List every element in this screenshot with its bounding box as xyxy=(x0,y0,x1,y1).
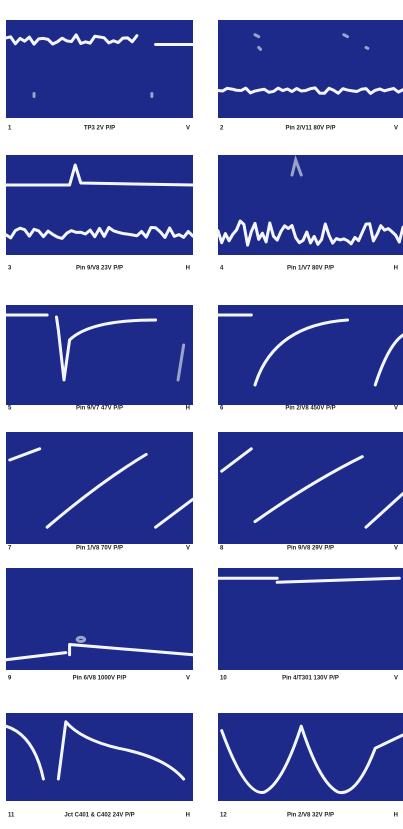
trace xyxy=(6,645,193,660)
waveform xyxy=(218,35,403,94)
waveform xyxy=(218,578,399,582)
scope-panel: 7 Pin 1/V8 70V P/P V xyxy=(6,432,193,552)
panel-mode: V xyxy=(394,546,398,552)
panel-mode: V xyxy=(186,546,190,552)
panel-number: 3 xyxy=(8,266,12,272)
panel-mode: H xyxy=(186,406,190,412)
panel-label: Pin 1/V8 70V P/P xyxy=(76,546,123,552)
panel-number: 8 xyxy=(220,546,224,552)
panel-label: Pin 9/V8 29V P/P xyxy=(287,546,334,552)
panel-label: Pin 2/V8 32V P/P xyxy=(287,813,334,819)
panel-number: 4 xyxy=(220,266,224,272)
scope-screen xyxy=(218,305,403,405)
scope-screen xyxy=(218,20,403,118)
trace xyxy=(218,221,403,245)
panel-mode: V xyxy=(394,406,398,412)
trace xyxy=(6,722,184,779)
scope-screen xyxy=(6,568,193,670)
trace xyxy=(178,345,184,380)
scope-screen xyxy=(6,20,193,118)
panel-number: 1 xyxy=(8,126,12,132)
scope-panel: 12 Pin 2/V8 32V P/P H xyxy=(218,713,403,819)
waveform xyxy=(6,722,184,779)
panel-mode: H xyxy=(394,266,398,272)
panel-number: 12 xyxy=(220,813,227,819)
waveform xyxy=(6,637,193,659)
panel-number: 9 xyxy=(8,676,12,682)
waveform xyxy=(222,726,403,792)
waveform xyxy=(6,165,193,238)
waveform xyxy=(10,449,193,527)
scope-panel: 2 Pin 2/V11 80V P/P V xyxy=(218,20,403,132)
panel-mode: V xyxy=(186,126,190,132)
waveform xyxy=(218,315,403,385)
trace xyxy=(6,165,193,185)
panel-label: TP3 2V P/P xyxy=(84,126,115,132)
scope-screen xyxy=(218,568,403,670)
waveform xyxy=(222,449,403,527)
panel-label: Jct C401 & C402 24V P/P xyxy=(64,813,134,819)
scope-panel: 5 Pin 9/V7 47V P/P H xyxy=(6,305,193,412)
scope-panel: 1 TP3 2V P/P V xyxy=(6,20,193,132)
trace xyxy=(77,637,84,641)
panel-mode: H xyxy=(394,813,398,819)
scope-screen xyxy=(6,432,193,544)
scope-screen xyxy=(218,713,403,801)
panel-mode: V xyxy=(186,676,190,682)
waveform xyxy=(6,35,193,97)
panel-number: 7 xyxy=(8,546,12,552)
trace xyxy=(218,315,403,385)
panel-label: Pin 6/V8 1000V P/P xyxy=(73,676,127,682)
scope-panel: 8 Pin 9/V8 29V P/P V xyxy=(218,432,403,552)
trace xyxy=(218,578,399,582)
waveform xyxy=(6,315,184,380)
scope-screen xyxy=(6,155,193,255)
waveform xyxy=(218,160,403,245)
panel-label: Pin 9/V8 23V P/P xyxy=(76,266,123,272)
scope-panel: 4 Pin 1/V7 80V P/P H xyxy=(218,155,403,272)
panel-label: Pin 1/V7 80V P/P xyxy=(287,266,334,272)
scope-screen xyxy=(6,713,193,801)
panel-mode: H xyxy=(186,266,190,272)
scope-panel: 6 Pin 2/V8 450V P/P V xyxy=(218,305,403,412)
scope-screen xyxy=(6,305,193,405)
panel-label: Pin 2/V8 450V P/P xyxy=(285,406,335,412)
trace xyxy=(222,726,403,792)
panel-label: Pin 9/V7 47V P/P xyxy=(76,406,123,412)
panel-mode: H xyxy=(186,813,190,819)
trace xyxy=(10,449,193,527)
trace xyxy=(6,35,137,44)
panel-label: Pin 2/V11 80V P/P xyxy=(285,126,335,132)
trace xyxy=(34,94,152,97)
panel-number: 10 xyxy=(220,676,227,682)
panel-number: 6 xyxy=(220,406,224,412)
scope-panel: 9 Pin 6/V8 1000V P/P V xyxy=(6,568,193,682)
panel-number: 5 xyxy=(8,406,12,412)
panel-number: 11 xyxy=(8,813,15,819)
panel-mode: V xyxy=(394,126,398,132)
scope-panel: 11 Jct C401 & C402 24V P/P H xyxy=(6,713,193,819)
panel-label: Pin 4/T301 130V P/P xyxy=(282,676,339,682)
scope-panel: 3 Pin 9/V8 23V P/P H xyxy=(6,155,193,272)
trace xyxy=(222,449,403,527)
scope-panel: 10 Pin 4/T301 130V P/P V xyxy=(218,568,403,682)
trace xyxy=(6,228,193,239)
scope-screen xyxy=(218,432,403,544)
trace xyxy=(292,160,301,175)
trace xyxy=(255,35,368,50)
trace xyxy=(218,88,403,93)
panel-number: 2 xyxy=(220,126,224,132)
trace xyxy=(6,315,156,380)
panel-mode: V xyxy=(394,676,398,682)
